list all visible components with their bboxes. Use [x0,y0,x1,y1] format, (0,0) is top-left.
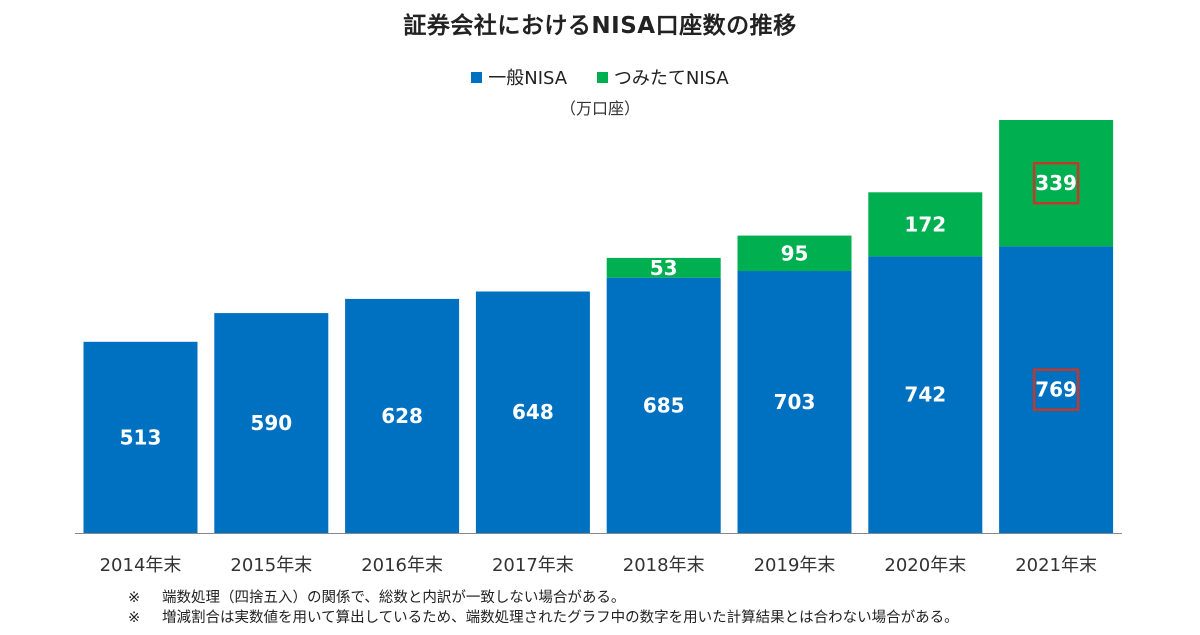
data-label-general-7: 769 [1035,378,1077,402]
bar-general-1 [214,313,329,533]
data-label-general-2: 628 [381,404,423,428]
x-tick-label-0: 2014年末 [100,555,182,576]
data-label-general-1: 590 [250,411,292,435]
data-label-tsumitate-4: 53 [650,256,678,280]
x-tick-label-3: 2017年末 [492,555,574,576]
bar-chart-plot: 513 2014年末 590 2015年末 628 2016年末 648 2017年末 685 5… [75,120,1122,576]
legend-item-general-nisa: 一般NISA [471,64,567,90]
bar-general-3 [475,291,590,533]
data-label-tsumitate-5: 95 [781,241,809,265]
data-label-general-0: 513 [120,425,162,449]
footnote-mark: ※ [128,610,141,626]
legend-swatch-general-nisa [471,72,483,83]
x-tick-label-4: 2018年末 [623,555,705,576]
legend-label-tsumitate-nisa: つみたてNISA [613,68,729,89]
x-tick-label-1: 2015年末 [230,555,312,576]
footnote-2: ※ 増減割合は実数値を用いて算出しているため、端数処理されたグラフ中の数字を用いた… [128,608,959,628]
data-label-tsumitate-6: 172 [904,212,946,236]
footnote-1: ※ 端数処理（四捨五入）の関係で、総数と内訳が一致しない場合がある。 [128,588,959,608]
bar-general-7 [999,246,1114,533]
footnotes: ※ 端数処理（四捨五入）の関係で、総数と内訳が一致しない場合がある。 ※ 増減割合は… [128,588,959,628]
bar-general-2 [345,298,460,533]
legend-item-tsumitate-nisa: つみたてNISA [596,64,729,90]
chart-title: 証券会社におけるNISA口座数の推移 [403,13,797,39]
x-tick-label-5: 2019年末 [754,555,836,576]
footnote-mark: ※ [128,590,141,606]
footnote-text: 増減割合は実数値を用いて算出しているため、端数処理されたグラフ中の数字を用いた計… [162,610,959,626]
x-tick-label-6: 2020年末 [884,555,966,576]
bar-tsumitate-5 [737,235,852,271]
highlight-box-tsumitate-7 [1032,161,1080,205]
unit-label: （万口座） [559,99,640,118]
data-label-general-3: 648 [512,400,554,424]
x-tick-label-7: 2021年末 [1015,555,1097,576]
data-label-tsumitate-7: 339 [1035,171,1077,195]
legend-swatch-tsumitate-nisa [596,72,608,83]
bar-tsumitate-7 [999,120,1114,247]
data-label-general-6: 742 [904,383,946,407]
highlight-box-general-7 [1032,368,1080,411]
x-tick-label-2: 2016年末 [361,555,443,576]
bar-general-0 [83,341,198,533]
bar-general-6 [868,256,983,533]
bar-tsumitate-6 [868,192,983,257]
legend: 一般NISA つみたてNISA [0,64,1200,90]
bar-general-5 [737,271,852,533]
bar-general-4 [606,277,721,533]
bar-tsumitate-4 [606,257,721,278]
data-label-general-5: 703 [774,390,816,414]
footnote-text: 端数処理（四捨五入）の関係で、総数と内訳が一致しない場合がある。 [162,590,626,606]
data-label-general-4: 685 [643,393,685,417]
legend-label-general-nisa: 一般NISA [488,68,568,89]
